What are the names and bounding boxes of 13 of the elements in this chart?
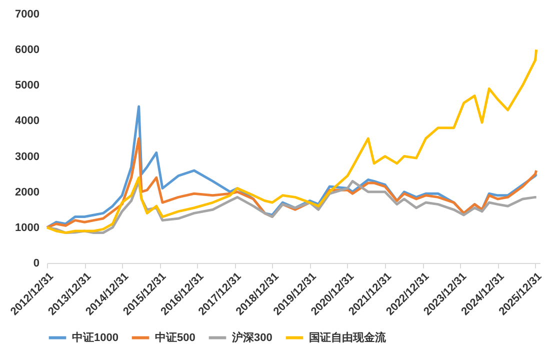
legend-label: 沪深300	[231, 330, 272, 344]
y-tick-label: 0	[33, 258, 40, 270]
y-tick-label: 7000	[15, 8, 40, 20]
y-tick-label: 3000	[15, 150, 40, 163]
legend-label: 国证自由现金流	[309, 330, 387, 344]
y-tick-label: 2000	[15, 186, 40, 198]
y-tick-label: 5000	[15, 80, 40, 92]
y-tick-label: 6000	[15, 44, 40, 56]
y-tick-label: 4000	[15, 115, 40, 128]
y-tick-label: 1000	[15, 222, 40, 234]
legend-label: 中证500	[155, 330, 196, 344]
legend-label: 中证1000	[72, 330, 118, 344]
line-series	[46, 48, 538, 234]
